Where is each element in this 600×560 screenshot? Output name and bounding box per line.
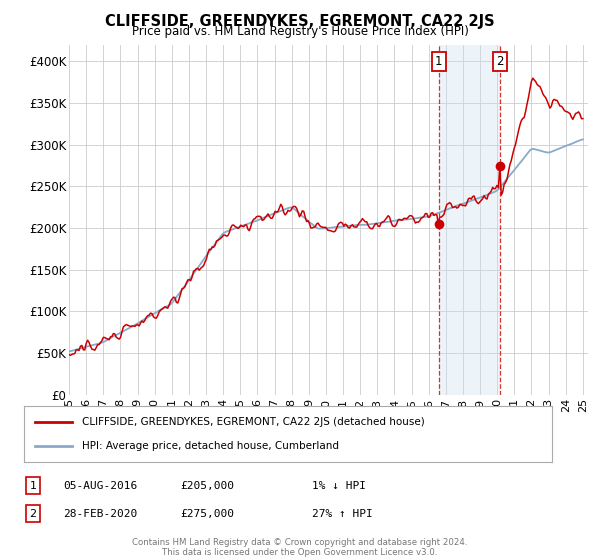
Text: 1% ↓ HPI: 1% ↓ HPI — [312, 480, 366, 491]
Text: CLIFFSIDE, GREENDYKES, EGREMONT, CA22 2JS (detached house): CLIFFSIDE, GREENDYKES, EGREMONT, CA22 2J… — [82, 417, 425, 427]
Text: 2: 2 — [496, 55, 504, 68]
Text: Contains HM Land Registry data © Crown copyright and database right 2024.
This d: Contains HM Land Registry data © Crown c… — [132, 538, 468, 557]
Text: 1: 1 — [435, 55, 443, 68]
Bar — [439, 45, 500, 395]
Text: CLIFFSIDE, GREENDYKES, EGREMONT, CA22 2JS: CLIFFSIDE, GREENDYKES, EGREMONT, CA22 2J… — [105, 14, 495, 29]
Text: HPI: Average price, detached house, Cumberland: HPI: Average price, detached house, Cumb… — [82, 441, 339, 451]
Text: 05-AUG-2016: 05-AUG-2016 — [63, 480, 137, 491]
Text: Price paid vs. HM Land Registry's House Price Index (HPI): Price paid vs. HM Land Registry's House … — [131, 25, 469, 38]
Text: 1: 1 — [29, 480, 37, 491]
Text: 28-FEB-2020: 28-FEB-2020 — [63, 508, 137, 519]
Text: £205,000: £205,000 — [180, 480, 234, 491]
Text: 2: 2 — [29, 508, 37, 519]
Text: £275,000: £275,000 — [180, 508, 234, 519]
Text: 27% ↑ HPI: 27% ↑ HPI — [312, 508, 373, 519]
